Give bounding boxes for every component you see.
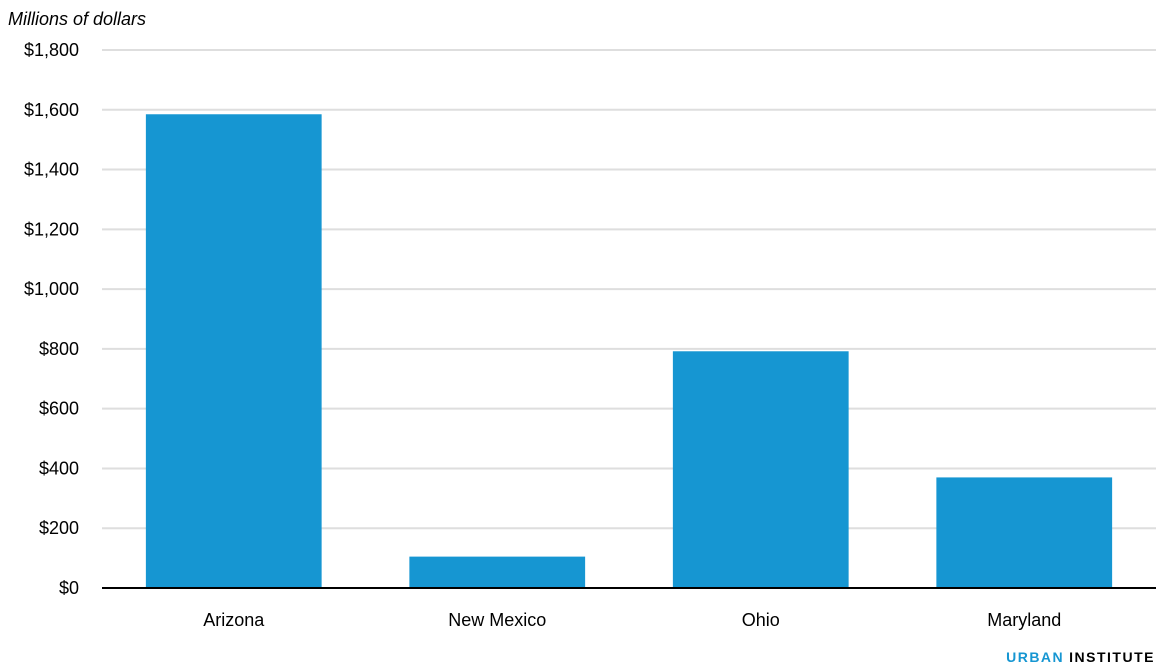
bar-maryland [936, 477, 1113, 588]
urban-institute-logo: URBAN INSTITUTE [1006, 649, 1155, 665]
bar-arizona [145, 114, 322, 588]
x-category-label: New Mexico [448, 610, 546, 630]
bar-new-mexico [409, 556, 586, 588]
bar-ohio [672, 351, 849, 588]
y-tick-label: $1,400 [24, 160, 79, 180]
logo-word-institute: INSTITUTE [1069, 649, 1155, 665]
y-axis-unit-label: Millions of dollars [8, 9, 146, 29]
y-tick-label: $1,200 [24, 219, 79, 239]
y-tick-label: $800 [39, 339, 79, 359]
y-tick-label: $1,800 [24, 40, 79, 60]
x-category-label: Maryland [987, 610, 1061, 630]
y-tick-label: $200 [39, 518, 79, 538]
x-category-label: Ohio [742, 610, 780, 630]
logo-word-urban: URBAN [1006, 649, 1064, 665]
y-tick-label: $600 [39, 399, 79, 419]
y-axis-tick-labels: $0 $200 $400 $600 $800 $1,000 $1,200 $1,400 $1,6… [24, 40, 79, 598]
y-tick-label: $1,000 [24, 279, 79, 299]
y-tick-label: $400 [39, 458, 79, 478]
bars [145, 114, 1113, 588]
x-category-label: Arizona [203, 610, 265, 630]
x-axis-category-labels: Arizona New Mexico Ohio Maryland [203, 610, 1061, 630]
y-tick-label: $0 [59, 578, 79, 598]
y-tick-label: $1,600 [24, 100, 79, 120]
